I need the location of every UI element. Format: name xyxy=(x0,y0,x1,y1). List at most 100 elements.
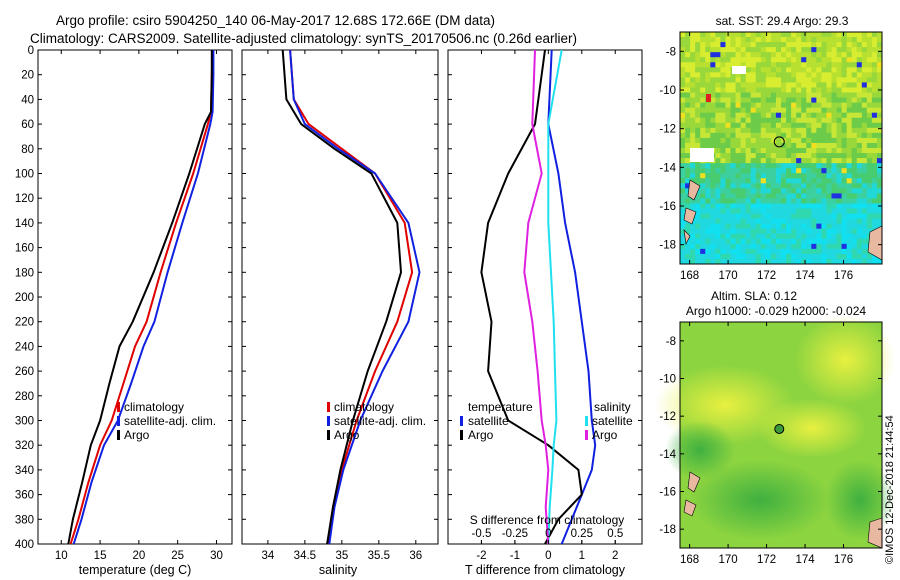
sst-cell xyxy=(801,87,807,93)
sst-cell xyxy=(856,163,863,169)
sst-cell xyxy=(685,238,691,245)
sst-cell xyxy=(730,57,736,63)
sst-cell xyxy=(715,178,721,184)
sst-cell xyxy=(690,238,696,245)
sst-cell xyxy=(811,102,817,109)
sst-cell xyxy=(831,52,837,58)
sst-cell xyxy=(725,148,731,154)
sst-cell xyxy=(831,243,837,250)
sst-cell xyxy=(725,137,731,144)
sst-cell xyxy=(831,127,837,134)
sst-cell xyxy=(705,178,711,184)
sst-cell xyxy=(715,153,721,159)
sst-cell xyxy=(715,163,721,169)
sst-cell xyxy=(715,253,721,260)
sst-cell xyxy=(786,97,792,104)
sst-cell xyxy=(811,57,817,63)
sst-cell xyxy=(745,208,752,214)
sst-cell xyxy=(801,137,807,144)
sst-cell xyxy=(851,203,858,209)
sst-cell xyxy=(710,82,716,88)
sst-cell xyxy=(680,142,686,149)
sst-cell xyxy=(725,97,731,104)
sst-cell xyxy=(725,208,731,214)
sst-cell xyxy=(775,107,782,114)
sst-cell xyxy=(791,153,797,159)
sst-cell xyxy=(831,112,837,119)
sst-cell xyxy=(685,137,691,144)
sst-cell xyxy=(846,127,853,134)
sst-cell xyxy=(791,218,797,225)
map-x-tick-label: 168 xyxy=(680,270,699,282)
sst-cell xyxy=(811,223,817,230)
sst-cell xyxy=(801,72,807,78)
sst-cell xyxy=(775,67,782,73)
sst-cell xyxy=(720,62,726,68)
sst-cell xyxy=(836,178,842,184)
sst-cell xyxy=(786,168,792,174)
sst-cell xyxy=(765,107,772,114)
sst-cell xyxy=(740,37,747,43)
sst-cell xyxy=(781,203,787,209)
sst-cell xyxy=(750,102,757,109)
sst-cell xyxy=(866,107,873,114)
sst-cell xyxy=(861,238,868,245)
sst-cell xyxy=(765,82,772,88)
sst-cell xyxy=(831,183,837,189)
sst-cell xyxy=(791,148,797,154)
sst-cell xyxy=(851,188,858,194)
sst-cell xyxy=(695,208,701,214)
sst-cell xyxy=(836,203,842,209)
sst-cell xyxy=(700,193,706,199)
sst-cell xyxy=(816,62,822,68)
sst-cell xyxy=(685,183,691,189)
sst-map-title: sat. SST: 29.4 Argo: 29.3 xyxy=(716,14,849,28)
sst-cell xyxy=(690,102,696,109)
sst-cell xyxy=(765,193,772,199)
sst-cell xyxy=(866,127,873,134)
sst-cell xyxy=(770,137,777,144)
sst-cell xyxy=(821,47,827,53)
sst-cell xyxy=(876,72,883,78)
sst-cell xyxy=(680,198,686,204)
sla-map-land xyxy=(683,471,883,549)
sst-cell xyxy=(846,62,853,68)
legend-label-satellite-adj-2: satellite-adj. clim. xyxy=(334,414,426,428)
sst-cell xyxy=(871,127,878,134)
sst-cell xyxy=(781,163,787,169)
sst-cell xyxy=(690,37,696,43)
sst-cell xyxy=(846,102,853,109)
sst-cell xyxy=(811,173,817,179)
sst-cell xyxy=(725,218,731,225)
sst-cell xyxy=(846,87,853,93)
sst-cell xyxy=(856,137,863,144)
sst-cell xyxy=(876,127,883,134)
sst-cell xyxy=(690,127,696,134)
sst-map-panel: sat. SST: 29.4 Argo: 29.3 168 170 172 174 17… xyxy=(659,14,883,282)
sst-cell xyxy=(740,107,747,114)
sst-cell xyxy=(700,132,706,139)
sst-cell xyxy=(705,163,711,169)
sst-cell xyxy=(806,52,812,58)
sst-cell xyxy=(760,163,767,169)
sst-cell xyxy=(806,107,812,114)
sst-cell xyxy=(745,178,752,184)
sst-cell xyxy=(695,102,701,109)
sst-cell xyxy=(861,127,868,134)
sst-cell xyxy=(700,213,706,220)
sst-cell xyxy=(806,228,812,235)
sst-cell xyxy=(715,173,721,179)
sst-cell xyxy=(826,132,832,139)
sst-cell xyxy=(841,248,848,255)
sst-cell xyxy=(831,228,837,235)
sst-cell xyxy=(730,233,736,240)
sst-cell xyxy=(740,228,747,235)
sst-cell xyxy=(876,32,883,38)
sst-cell xyxy=(796,248,802,255)
sst-cell xyxy=(856,122,863,129)
sst-cell xyxy=(710,168,716,174)
sst-cell xyxy=(730,178,736,184)
sst-cell xyxy=(821,87,827,93)
sst-cell xyxy=(821,122,827,129)
sst-cell xyxy=(871,132,878,139)
